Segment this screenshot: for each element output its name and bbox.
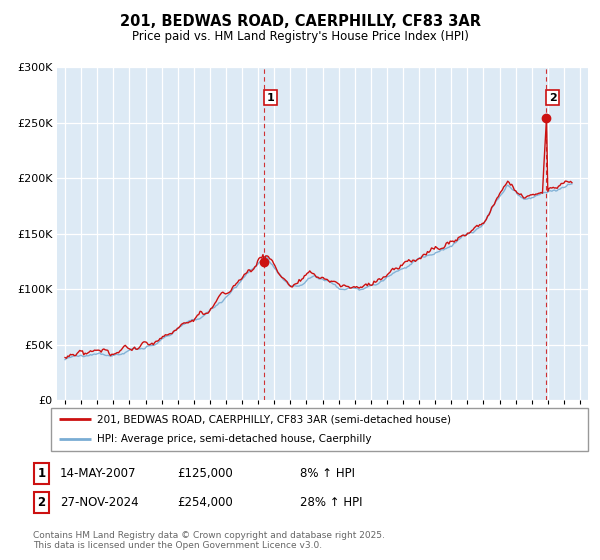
Text: Contains HM Land Registry data © Crown copyright and database right 2025.
This d: Contains HM Land Registry data © Crown c… — [33, 531, 385, 550]
Text: £254,000: £254,000 — [177, 496, 233, 510]
FancyBboxPatch shape — [34, 492, 49, 514]
Text: £125,000: £125,000 — [177, 466, 233, 480]
Text: 2: 2 — [37, 496, 46, 510]
Text: 28% ↑ HPI: 28% ↑ HPI — [300, 496, 362, 510]
Text: 27-NOV-2024: 27-NOV-2024 — [60, 496, 139, 510]
FancyBboxPatch shape — [34, 463, 49, 484]
Text: 14-MAY-2007: 14-MAY-2007 — [60, 466, 137, 480]
Text: 1: 1 — [266, 92, 274, 102]
Text: 201, BEDWAS ROAD, CAERPHILLY, CF83 3AR (semi-detached house): 201, BEDWAS ROAD, CAERPHILLY, CF83 3AR (… — [97, 414, 451, 424]
Text: 201, BEDWAS ROAD, CAERPHILLY, CF83 3AR: 201, BEDWAS ROAD, CAERPHILLY, CF83 3AR — [119, 14, 481, 29]
Text: Price paid vs. HM Land Registry's House Price Index (HPI): Price paid vs. HM Land Registry's House … — [131, 30, 469, 43]
Text: HPI: Average price, semi-detached house, Caerphilly: HPI: Average price, semi-detached house,… — [97, 434, 371, 444]
Text: 2: 2 — [549, 92, 556, 102]
FancyBboxPatch shape — [51, 408, 588, 451]
Text: 1: 1 — [37, 466, 46, 480]
Text: 8% ↑ HPI: 8% ↑ HPI — [300, 466, 355, 480]
